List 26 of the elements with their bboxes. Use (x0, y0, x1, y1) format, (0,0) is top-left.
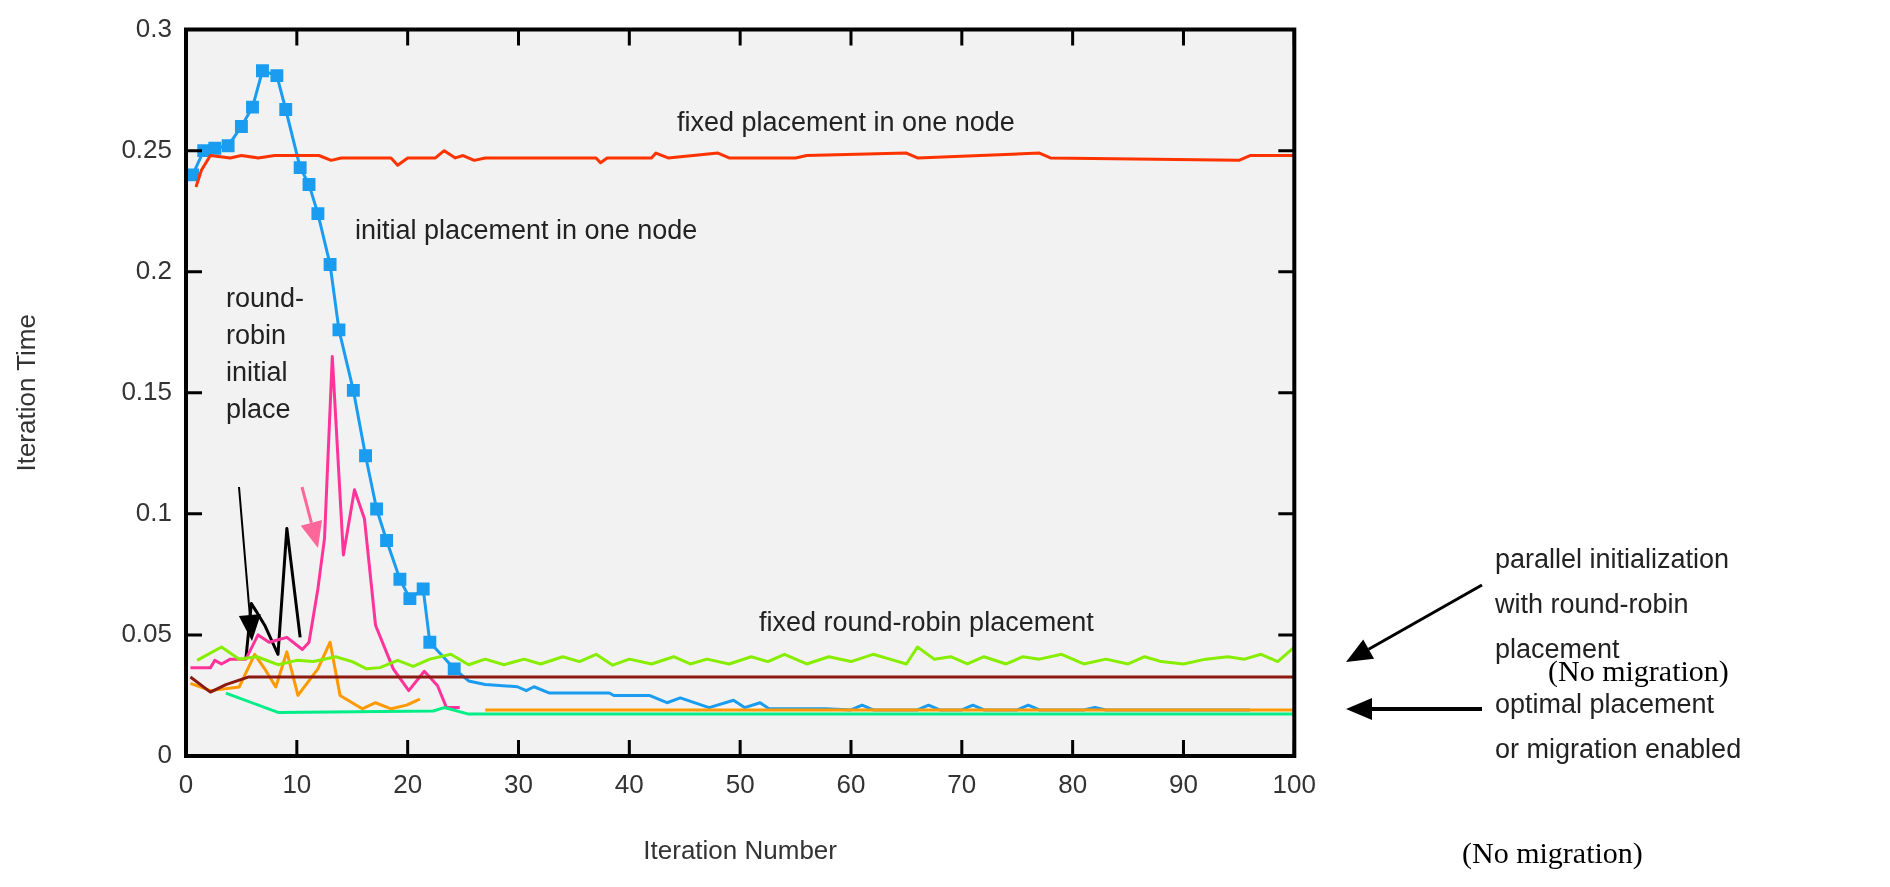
x-tick-label: 80 (1058, 768, 1088, 799)
y-tick-label: 0.2 (135, 254, 172, 285)
x-axis-title: Iteration Number (643, 834, 838, 865)
annotation: fixed round-robin placement (759, 606, 1094, 639)
x-tick-label: 30 (504, 768, 533, 799)
x-tick-label: 10 (282, 768, 312, 799)
x-tick-label: 100 (1272, 768, 1317, 799)
y-tick-label: 0.3 (135, 12, 172, 43)
x-tick-label: 20 (393, 768, 423, 799)
text: optimal placement or migration enabled (1495, 689, 1742, 764)
text: (No migration) (1462, 835, 1643, 871)
x-tick-label: 70 (947, 768, 977, 799)
x-tick-label: 90 (1169, 768, 1198, 799)
annotation: round- robin initial place (226, 282, 305, 426)
x-tick-label: 50 (725, 768, 755, 799)
y-tick-label: 0.15 (121, 375, 172, 406)
x-tick-label: 40 (614, 768, 644, 799)
y-tick-label: 0.1 (135, 497, 172, 528)
annotation: fixed placement in one node (677, 106, 1015, 139)
y-tick-label: 0 (157, 739, 172, 770)
annotation: initial placement in one node (355, 214, 698, 247)
y-axis-title: Iteration Time (10, 314, 41, 472)
y-tick-label: 0.25 (121, 133, 172, 164)
y-tick-label: 0.05 (121, 618, 172, 649)
x-tick-label: 0 (178, 768, 194, 799)
x-tick-label: 60 (836, 768, 866, 799)
